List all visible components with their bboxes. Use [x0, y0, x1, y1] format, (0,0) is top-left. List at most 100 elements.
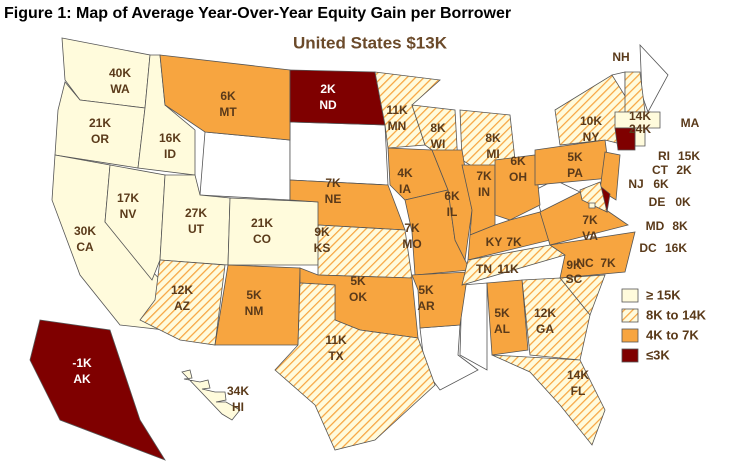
states — [29, 37, 669, 461]
state-abbr: GA — [536, 322, 554, 336]
state-shape — [491, 354, 606, 446]
state-abbr: NV — [120, 207, 137, 221]
state-gain: -1K — [72, 356, 92, 370]
state-shape — [614, 111, 661, 129]
state-shape — [599, 151, 621, 201]
state-gain: 17K — [117, 191, 139, 205]
state-gain: 11K — [497, 262, 519, 276]
state-abbr: MA — [681, 116, 700, 130]
state-abbr: IL — [447, 205, 458, 219]
state-abbr: VA — [582, 229, 598, 243]
state-gain: 14K — [629, 109, 651, 123]
state-gain: 9K — [314, 225, 330, 239]
state-abbr: KY — [486, 235, 503, 249]
state-gain: 7K — [404, 221, 420, 235]
state-gain: 16K — [665, 241, 687, 255]
state-abbr: AK — [73, 372, 91, 386]
state-shape — [539, 191, 629, 246]
state-abbr: HI — [232, 400, 244, 414]
legend-label: 8K to 14K — [646, 307, 707, 322]
state-abbr: WI — [431, 137, 446, 151]
state-abbr: NY — [583, 130, 600, 144]
state-shape — [159, 54, 291, 141]
state-abbr: CO — [253, 232, 271, 246]
state-gain: 6K — [653, 177, 669, 191]
state-gain: 6K — [444, 189, 460, 203]
state-gain: 2K — [676, 163, 692, 177]
state-abbr: ID — [164, 147, 176, 161]
state-abbr: WA — [110, 82, 130, 96]
state-abbr: UT — [188, 222, 205, 236]
state-shape — [317, 224, 413, 279]
legend-label: ≥ 15K — [646, 287, 681, 302]
state-gain: 4K — [397, 166, 413, 180]
state-gain: 16K — [159, 131, 181, 145]
state-shape — [588, 202, 596, 209]
state-abbr: OK — [349, 290, 367, 304]
state-abbr: MD — [646, 219, 665, 233]
state-gain: 8K — [430, 121, 446, 135]
state-shape — [227, 197, 321, 266]
state-shape — [579, 181, 608, 213]
state-gain: 8K — [672, 219, 688, 233]
state-gain: 11K — [325, 333, 347, 347]
state-gain: 0K — [675, 195, 691, 209]
state-gain: 30K — [74, 224, 96, 238]
state-gain: 7K — [600, 256, 616, 270]
legend-label: ≤3K — [646, 347, 670, 362]
state-gain: 34K — [227, 384, 249, 398]
state-gain: 14K — [567, 368, 589, 382]
state-abbr: NE — [325, 192, 342, 206]
legend-swatch — [621, 348, 639, 363]
state-gain: 21K — [251, 216, 273, 230]
state-abbr: FL — [571, 384, 586, 398]
state-gain: 7K — [506, 235, 522, 249]
state-shape — [486, 279, 529, 356]
state-shape — [104, 164, 166, 281]
state-abbr: DC — [639, 241, 657, 255]
state-gain: 2K — [320, 82, 336, 96]
state-abbr: KS — [314, 241, 331, 255]
legend-swatch — [621, 288, 639, 303]
state-gain: 5K — [350, 274, 366, 288]
state-abbr: OH — [509, 170, 527, 184]
state-gain: 6K — [510, 154, 526, 168]
state-abbr: RI — [658, 149, 670, 163]
state-abbr: CA — [76, 240, 94, 254]
state-shape — [614, 127, 636, 151]
state-gain: 5K — [494, 306, 510, 320]
state-shape — [459, 282, 488, 371]
subtitle: United States $13K — [293, 33, 448, 52]
state-shape — [639, 43, 669, 113]
legend-swatch — [621, 328, 639, 343]
state-gain: 6K — [220, 89, 236, 103]
state-abbr: MO — [402, 237, 421, 251]
state-gain: 11K — [386, 103, 408, 117]
state-gain: 21K — [89, 116, 111, 130]
state-abbr: SC — [566, 272, 583, 286]
state-gain: 12K — [171, 283, 193, 297]
state-abbr: DE — [649, 195, 666, 209]
state-gain: 8K — [485, 131, 501, 145]
state-gain: 7K — [582, 213, 598, 227]
state-abbr: IA — [399, 182, 411, 196]
state-shape — [274, 282, 436, 451]
state-abbr: NC — [576, 256, 594, 270]
state-abbr: OR — [91, 132, 109, 146]
state-shape — [199, 131, 291, 201]
state-shape — [548, 231, 636, 279]
state-gain: 10K — [580, 114, 602, 128]
legend: ≥ 15K 8K to 14K 4K to 7K ≤3K — [621, 287, 707, 363]
state-gain: 24K — [629, 122, 651, 136]
state-abbr: IN — [478, 185, 490, 199]
state-abbr: NH — [612, 50, 629, 64]
state-shape — [494, 154, 541, 221]
state-gain: 27K — [185, 206, 207, 220]
state-gain: 15K — [678, 149, 700, 163]
state-abbr: TX — [328, 349, 343, 363]
legend-swatch — [621, 308, 639, 323]
state-gain: 12K — [534, 306, 556, 320]
state-abbr: AR — [417, 299, 435, 313]
state-abbr: MI — [486, 147, 499, 161]
